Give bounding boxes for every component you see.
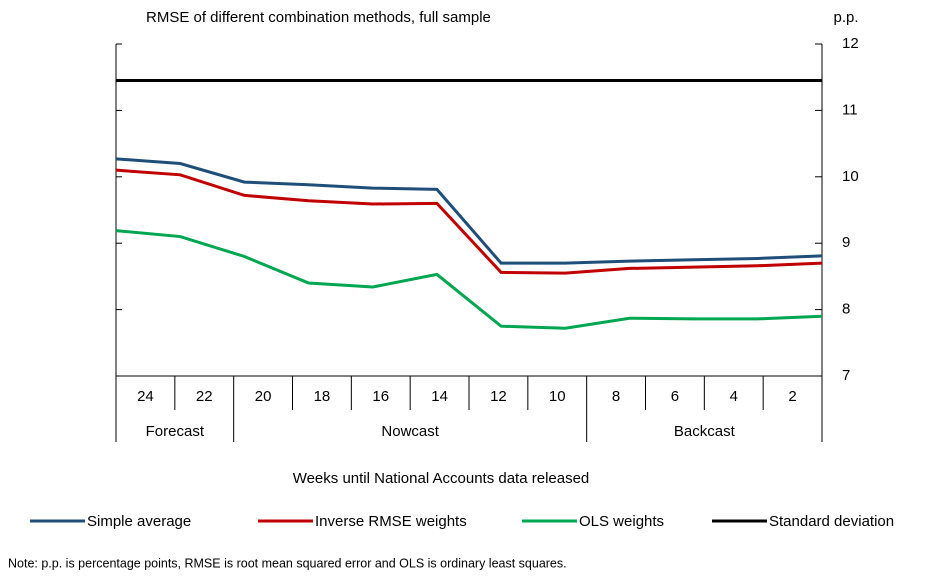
y-tick-label: 10 xyxy=(842,168,859,185)
x-tick-label: 14 xyxy=(431,388,448,405)
legend-label: Standard deviation xyxy=(769,513,894,530)
x-tick-label: 8 xyxy=(612,388,620,405)
legend-label: Inverse RMSE weights xyxy=(315,513,467,530)
group-label: Nowcast xyxy=(381,423,439,440)
series-line xyxy=(115,168,823,275)
x-tick-label: 4 xyxy=(730,388,738,405)
y-tick-label: 8 xyxy=(842,301,850,318)
series-line xyxy=(115,229,823,330)
legend-label: OLS weights xyxy=(579,513,664,530)
y-unit: p.p. xyxy=(833,9,858,26)
x-tick-label: 20 xyxy=(255,388,272,405)
x-tick-label: 16 xyxy=(372,388,389,405)
group-label: Forecast xyxy=(146,423,205,440)
y-tick-label: 11 xyxy=(842,101,858,118)
group-label: Backcast xyxy=(674,423,736,440)
y-tick-label: 12 xyxy=(842,35,859,52)
x-tick-label: 2 xyxy=(788,388,796,405)
x-tick-label: 22 xyxy=(196,388,213,405)
note: Note: p.p. is percentage points, RMSE is… xyxy=(8,556,567,570)
x-tick-label: 24 xyxy=(137,388,154,405)
x-axis-label: Weeks until National Accounts data relea… xyxy=(293,470,590,487)
y-tick-label: 7 xyxy=(842,367,850,384)
y-tick-label: 9 xyxy=(842,234,850,251)
x-tick-label: 10 xyxy=(549,388,566,405)
x-tick-label: 18 xyxy=(314,388,331,405)
x-tick-label: 12 xyxy=(490,388,507,405)
x-tick-label: 6 xyxy=(671,388,679,405)
chart-title: RMSE of different combination methods, f… xyxy=(146,9,491,26)
series-line xyxy=(115,157,823,265)
legend-label: Simple average xyxy=(87,513,191,530)
